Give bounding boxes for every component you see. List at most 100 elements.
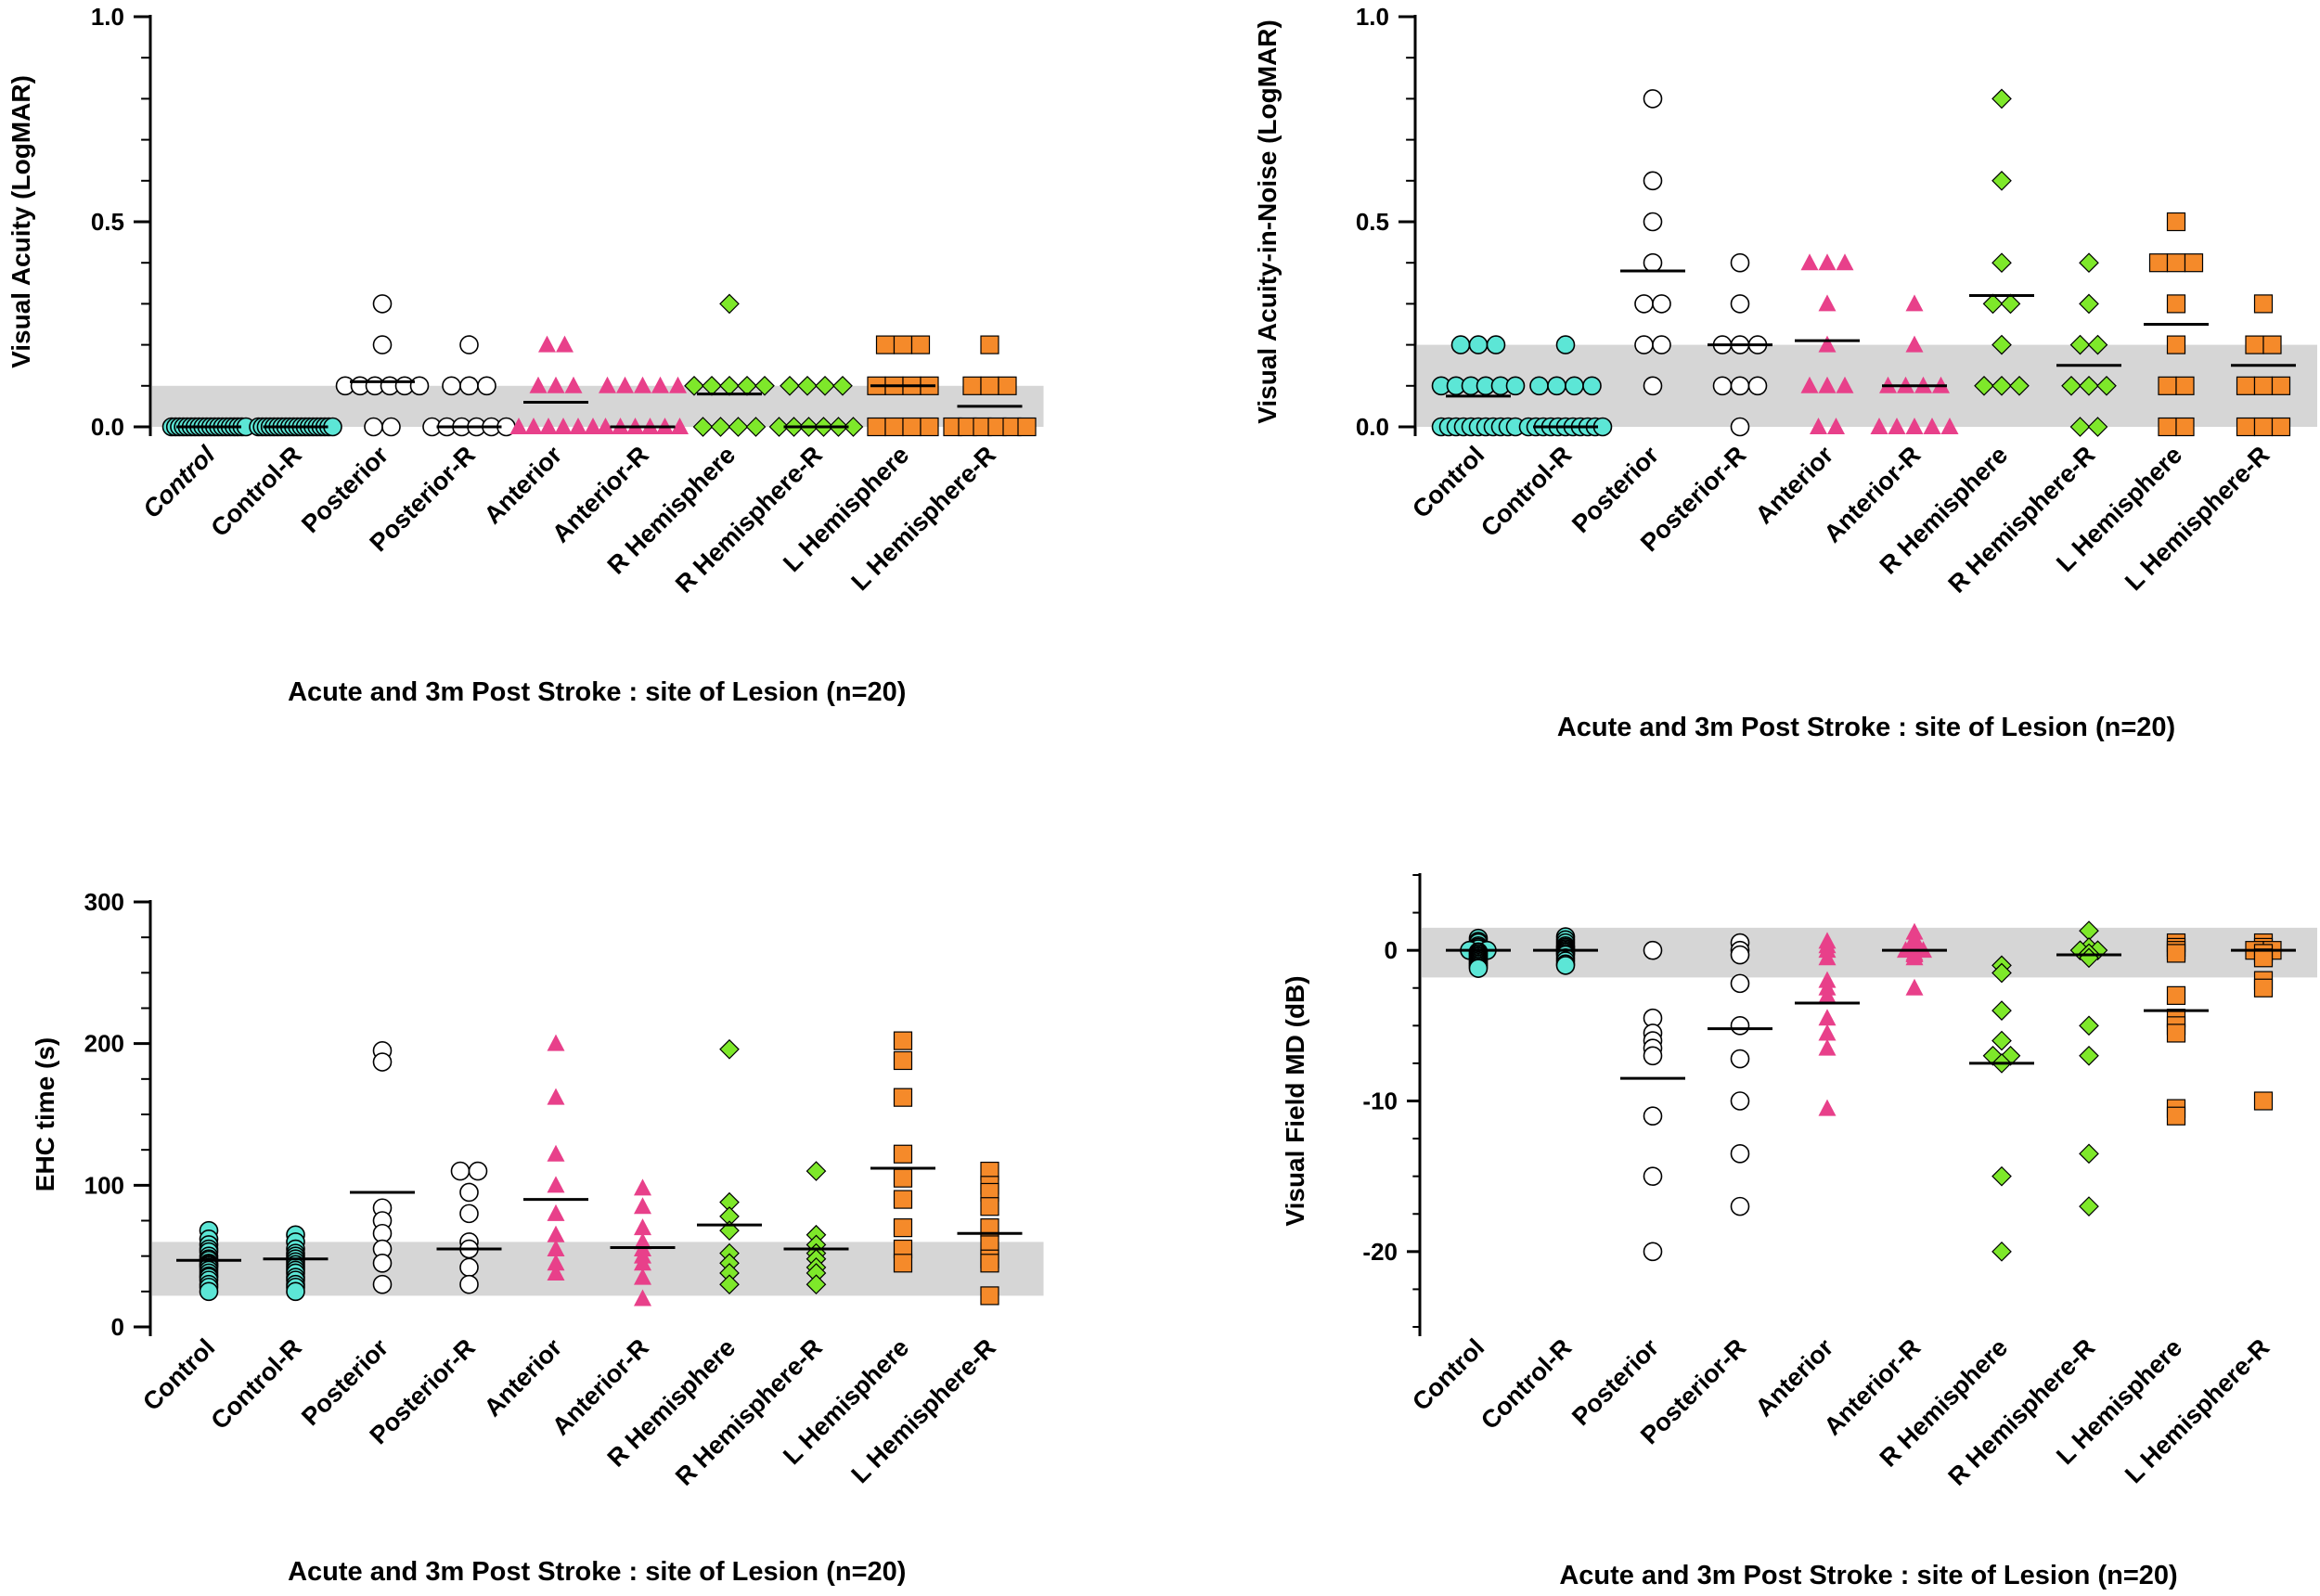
y-tick-label: 0 bbox=[1385, 936, 1398, 964]
data-point bbox=[1730, 945, 1750, 965]
data-point bbox=[1450, 335, 1471, 354]
data-point bbox=[1730, 252, 1750, 273]
data-point bbox=[1582, 376, 1602, 396]
category-label-r-hemisphere-r: R Hemisphere-R bbox=[670, 441, 828, 598]
data-point bbox=[893, 1031, 913, 1050]
data-point bbox=[1643, 89, 1663, 109]
data-point bbox=[1818, 376, 1837, 393]
category-label-control-r: Control-R bbox=[206, 441, 307, 542]
data-point bbox=[547, 1144, 565, 1162]
data-point bbox=[2079, 1045, 2099, 1066]
data-point bbox=[547, 1203, 565, 1221]
data-point bbox=[1730, 1196, 1750, 1216]
data-point bbox=[1818, 1038, 1837, 1056]
x-axis-title: Acute and 3m Post Stroke : site of Lesio… bbox=[1557, 713, 2175, 742]
data-point bbox=[2009, 375, 2030, 396]
data-point bbox=[2184, 253, 2204, 273]
data-point bbox=[2253, 376, 2274, 395]
data-point bbox=[1730, 1091, 1750, 1111]
y-tick-label: 0 bbox=[111, 1313, 124, 1341]
data-point bbox=[1991, 252, 2012, 274]
data-point bbox=[2079, 1196, 2099, 1216]
data-point bbox=[998, 376, 1017, 395]
data-point bbox=[2061, 375, 2082, 396]
data-point bbox=[2253, 978, 2274, 998]
data-point bbox=[2079, 252, 2099, 274]
y-axis-title: Visual Acuity (LogMAR) bbox=[6, 75, 35, 368]
data-point bbox=[2253, 294, 2274, 314]
data-point bbox=[843, 417, 864, 437]
data-point bbox=[719, 1038, 740, 1060]
data-point bbox=[2166, 294, 2186, 314]
data-point bbox=[1643, 1166, 1663, 1186]
category-label-l-hemisphere-r: L Hemisphere-R bbox=[845, 1333, 1000, 1488]
data-point bbox=[1486, 335, 1506, 354]
data-point bbox=[616, 376, 634, 393]
data-point bbox=[547, 1176, 565, 1193]
data-point bbox=[1991, 1241, 2012, 1262]
category-label-r-hemisphere-r: R Hemisphere-R bbox=[1942, 1333, 2100, 1491]
data-point bbox=[2158, 376, 2177, 395]
data-point bbox=[719, 293, 740, 315]
data-point bbox=[2158, 417, 2177, 437]
data-point bbox=[364, 417, 383, 437]
data-point bbox=[1730, 417, 1750, 437]
data-point bbox=[634, 1289, 651, 1306]
data-point bbox=[1836, 253, 1854, 271]
data-point bbox=[1870, 418, 1888, 434]
data-point bbox=[920, 417, 939, 437]
y-tick-label: 300 bbox=[84, 888, 124, 916]
data-point bbox=[1974, 375, 1994, 396]
data-point bbox=[1730, 1049, 1750, 1069]
data-point bbox=[893, 1050, 913, 1071]
category-label-control: Control bbox=[137, 441, 220, 523]
y-tick-label: 100 bbox=[84, 1171, 124, 1199]
data-point bbox=[547, 1240, 565, 1257]
data-point bbox=[1810, 418, 1827, 434]
data-point bbox=[1634, 294, 1654, 314]
data-point bbox=[1652, 294, 1671, 314]
data-point bbox=[1905, 978, 1924, 996]
data-point bbox=[2166, 335, 2186, 354]
data-point bbox=[893, 1088, 913, 1107]
data-point bbox=[1818, 253, 1837, 271]
data-point bbox=[797, 375, 818, 396]
data-point bbox=[1652, 335, 1671, 354]
data-point bbox=[634, 1218, 651, 1236]
data-point bbox=[538, 335, 556, 353]
data-point bbox=[893, 1254, 913, 1273]
data-point bbox=[2271, 376, 2291, 395]
data-point bbox=[1643, 376, 1663, 396]
data-point bbox=[1468, 959, 1489, 978]
data-point bbox=[2166, 253, 2186, 273]
data-point bbox=[893, 1168, 913, 1188]
data-point bbox=[599, 376, 616, 393]
data-point bbox=[1643, 1106, 1663, 1126]
data-point bbox=[2079, 375, 2099, 396]
data-point bbox=[372, 1254, 393, 1273]
data-point bbox=[893, 1144, 913, 1164]
data-point bbox=[372, 1052, 393, 1072]
data-point bbox=[1643, 171, 1663, 191]
category-label-l-hemisphere-r: L Hemisphere-R bbox=[845, 441, 1000, 596]
data-point bbox=[1468, 335, 1489, 354]
y-tick-label: -20 bbox=[1362, 1238, 1398, 1266]
data-point bbox=[1982, 293, 2004, 315]
data-point bbox=[2087, 417, 2108, 437]
data-point bbox=[442, 376, 461, 396]
data-point bbox=[2271, 417, 2291, 437]
data-point bbox=[1991, 375, 2012, 396]
category-label-anterior: Anterior bbox=[1750, 441, 1839, 530]
y-tick-label: 0.5 bbox=[1356, 208, 1389, 236]
data-point bbox=[1888, 418, 1906, 434]
data-point bbox=[372, 1274, 393, 1294]
chart-panel-visual-acuity: 0.0 0.5 1.0 Visual Acuity (LogMAR) Acute and… bbox=[6, 3, 1044, 707]
data-point bbox=[1643, 940, 1663, 960]
data-point bbox=[2096, 375, 2117, 396]
data-point bbox=[468, 1161, 488, 1181]
data-point bbox=[1905, 418, 1924, 434]
data-point bbox=[1730, 1016, 1750, 1036]
data-point bbox=[556, 335, 574, 353]
category-label-control-r: Control-R bbox=[206, 1333, 307, 1435]
data-point bbox=[2245, 335, 2264, 354]
